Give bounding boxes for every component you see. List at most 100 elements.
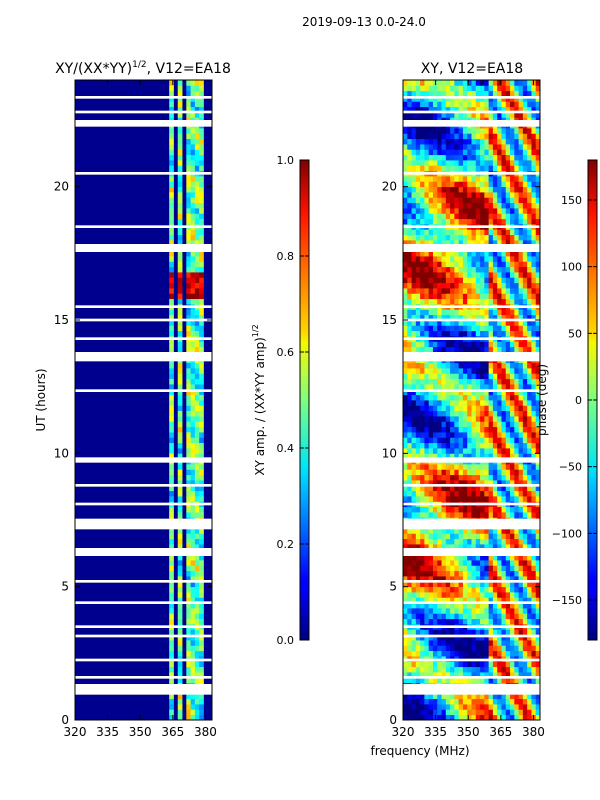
phase-cell <box>458 570 464 577</box>
phase-cell <box>450 698 455 705</box>
amp-cell <box>190 256 196 262</box>
amp-cell <box>177 202 183 209</box>
amp-cell <box>199 293 204 300</box>
phase-cell <box>535 384 541 390</box>
phase-cell <box>441 314 447 321</box>
phase-cell <box>424 330 430 337</box>
phase-cell <box>501 320 507 326</box>
amp-cell <box>199 570 204 577</box>
phase-cell <box>488 192 494 198</box>
phase-cell <box>471 261 477 268</box>
phase-cell <box>437 485 442 492</box>
phase-cell <box>484 373 490 380</box>
phase-cell <box>467 416 472 422</box>
colorbar-tick-label: 0.8 <box>277 250 295 263</box>
phase-cell <box>471 181 477 188</box>
phase-cell <box>424 442 430 449</box>
phase-cell <box>437 325 442 332</box>
amp-cell <box>199 368 204 374</box>
phase-cell <box>432 346 438 353</box>
amp-cell <box>194 384 200 390</box>
phase-cell <box>501 378 507 385</box>
phase-cell <box>458 218 464 225</box>
phase-cell <box>437 586 442 593</box>
amp-cell <box>177 240 183 246</box>
amp-cell <box>169 704 174 710</box>
phase-cell <box>531 96 537 102</box>
phase-cell <box>420 709 425 716</box>
phase-cell <box>471 677 477 684</box>
phase-cell <box>535 346 541 353</box>
phase-cell <box>471 640 477 646</box>
phase-cell <box>505 362 511 369</box>
phase-cell <box>475 346 481 353</box>
phase-cell <box>424 85 430 92</box>
phase-cell <box>450 128 455 134</box>
phase-cell <box>415 362 421 369</box>
phase-cell <box>411 400 417 406</box>
phase-cell <box>415 277 421 284</box>
phase-cell <box>471 544 477 550</box>
amp-cell <box>199 544 204 550</box>
phase-cell <box>492 165 498 172</box>
phase-cell <box>411 677 417 684</box>
phase-cell <box>480 154 485 161</box>
amp-cell <box>190 538 196 545</box>
phase-cell <box>497 544 502 550</box>
phase-cell <box>411 213 417 220</box>
phase-cell <box>514 613 519 620</box>
phase-cell <box>454 138 460 145</box>
phase-cell <box>411 512 417 518</box>
phase-cell <box>432 298 438 305</box>
phase-cell <box>424 437 430 444</box>
phase-cell <box>458 229 464 236</box>
phase-cell <box>505 298 511 305</box>
phase-cell <box>450 544 455 550</box>
phase-cell <box>531 240 537 246</box>
phase-cell <box>531 101 537 108</box>
phase-cell <box>505 528 511 534</box>
phase-cell <box>471 160 477 166</box>
phase-cell <box>514 437 519 444</box>
phase-cell <box>450 277 455 284</box>
phase-cell <box>497 192 502 198</box>
phase-cell <box>484 666 490 673</box>
phase-cell <box>415 384 421 390</box>
phase-cell <box>527 234 532 241</box>
amp-cell <box>194 453 200 460</box>
phase-cell <box>462 320 468 326</box>
amp-cell <box>190 101 196 108</box>
phase-cell <box>522 181 528 188</box>
amp-cell <box>190 581 196 588</box>
amp-cell <box>190 597 196 604</box>
phase-cell <box>432 106 438 113</box>
amp-cell <box>169 698 174 705</box>
phase-cell <box>415 394 421 401</box>
phase-cell <box>492 453 498 460</box>
phase-cell <box>484 544 490 550</box>
phase-cell <box>518 80 524 86</box>
phase-cell <box>467 394 472 401</box>
amp-cell <box>186 586 191 593</box>
phase-cell <box>527 666 532 673</box>
amp-cell <box>199 325 204 332</box>
phase-cell <box>492 309 498 316</box>
phase-cell <box>467 704 472 710</box>
phase-cell <box>535 181 541 188</box>
phase-cell <box>527 661 532 668</box>
phase-cell <box>428 378 434 385</box>
phase-cell <box>411 314 417 321</box>
amp-cell <box>177 480 183 486</box>
phase-cell <box>450 149 455 156</box>
phase-cell <box>420 80 425 86</box>
phase-cell <box>437 661 442 668</box>
phase-cell <box>535 618 541 625</box>
phase-cell <box>407 149 412 156</box>
phase-cell <box>480 378 485 385</box>
phase-cell <box>454 709 460 716</box>
phase-cell <box>437 410 442 417</box>
phase-cell <box>488 154 494 161</box>
phase-cell <box>467 421 472 428</box>
phase-cell <box>420 565 425 572</box>
phase-cell <box>492 250 498 257</box>
